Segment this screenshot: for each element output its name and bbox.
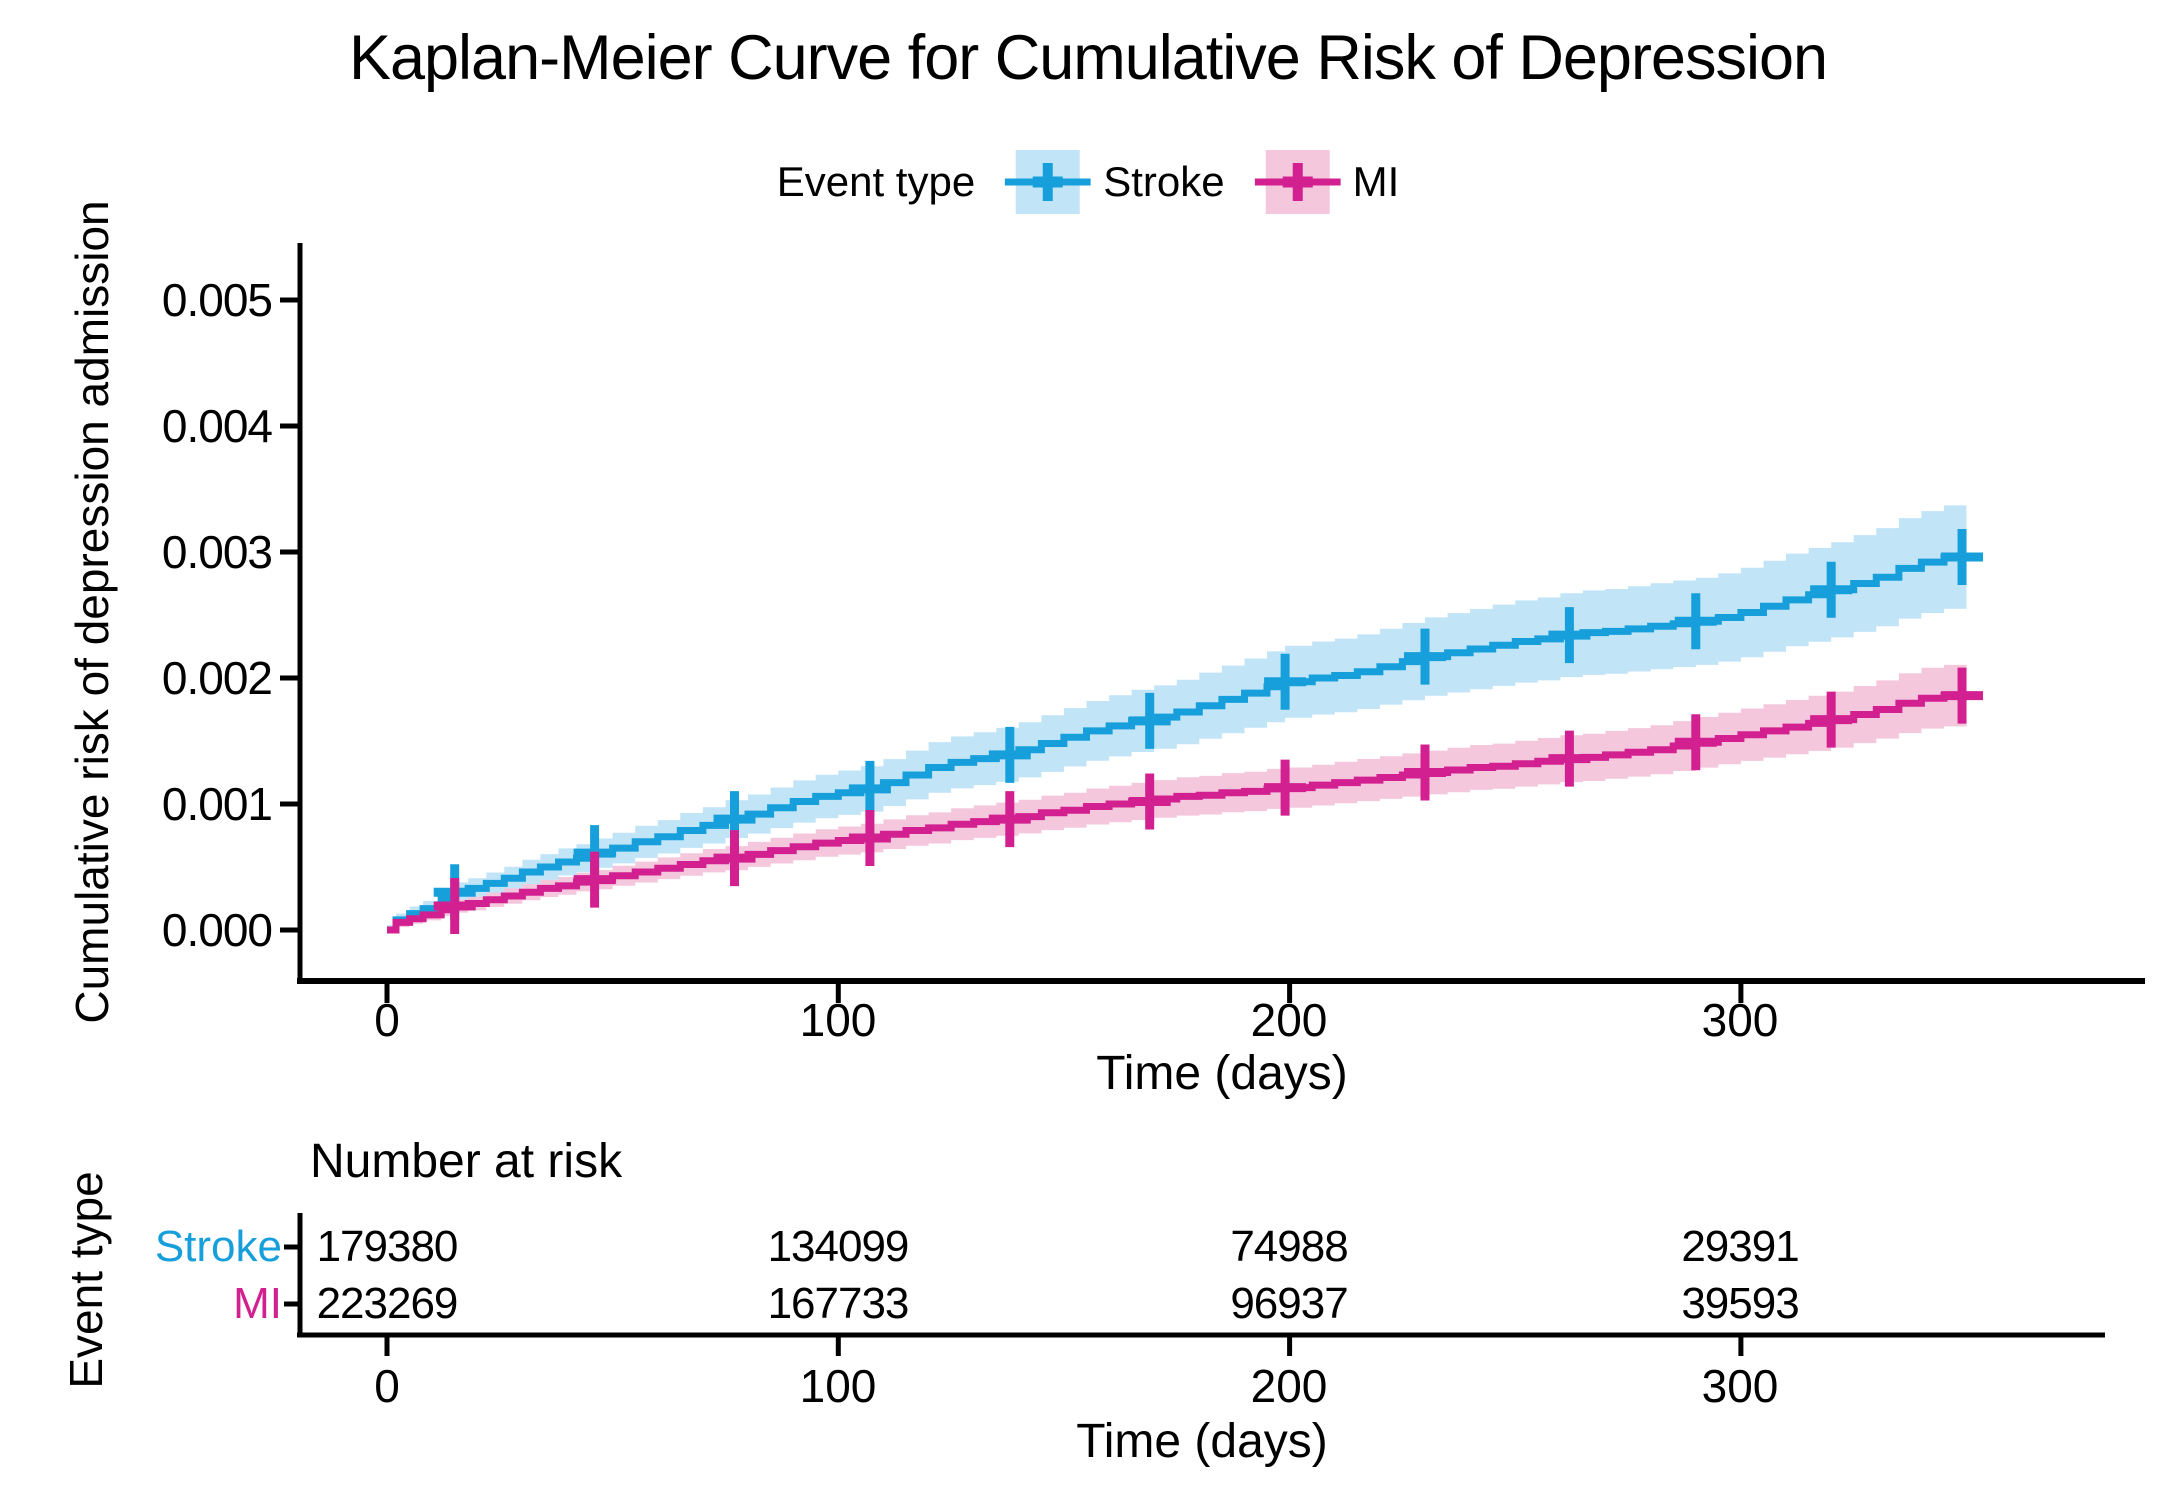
risk-count: 39593 bbox=[1681, 1279, 1799, 1328]
x-axis-title: Time (days) bbox=[1096, 1047, 1348, 1100]
risk-count: 167733 bbox=[767, 1279, 910, 1328]
risk-count: 74988 bbox=[1230, 1222, 1348, 1271]
mi-key-icon bbox=[1254, 150, 1341, 214]
risk-table-title: Number at risk bbox=[310, 1135, 623, 1188]
legend-label-mi: MI bbox=[1352, 158, 1400, 205]
risk-count: 29391 bbox=[1681, 1222, 1799, 1271]
y-tick-label: 0.004 bbox=[161, 400, 273, 452]
legend-item-stroke: Stroke bbox=[1005, 150, 1225, 214]
risk-row-label-mi: MI bbox=[233, 1279, 282, 1328]
x-tick-label: 200 bbox=[1250, 994, 1328, 1046]
legend-item-mi: MI bbox=[1254, 150, 1400, 214]
legend-title: Event type bbox=[776, 158, 976, 205]
risk-row-label-stroke: Stroke bbox=[154, 1222, 282, 1271]
risk-count: 179380 bbox=[316, 1222, 459, 1271]
risk-count: 134099 bbox=[767, 1222, 910, 1271]
legend: Event type Stroke MI bbox=[776, 150, 1400, 214]
risk-x-axis-title: Time (days) bbox=[1076, 1415, 1328, 1468]
risk-count: 96937 bbox=[1230, 1279, 1348, 1328]
legend-label-stroke: Stroke bbox=[1103, 158, 1225, 205]
x-tick-label: 0 bbox=[374, 994, 400, 1046]
risk-x-tick-label: 100 bbox=[799, 1360, 877, 1412]
y-tick-label: 0.001 bbox=[161, 778, 273, 830]
risk-x-tick-label: 0 bbox=[374, 1360, 400, 1412]
y-tick-label: 0.000 bbox=[161, 904, 273, 956]
x-tick-label: 100 bbox=[799, 994, 877, 1046]
y-tick-label: 0.002 bbox=[161, 652, 273, 704]
risk-x-tick-label: 200 bbox=[1250, 1360, 1328, 1412]
x-tick-label: 300 bbox=[1701, 994, 1779, 1046]
stroke-key-icon bbox=[1005, 150, 1092, 214]
risk-count: 223269 bbox=[316, 1279, 459, 1328]
y-tick-label: 0.003 bbox=[161, 526, 273, 578]
y-tick-label: 0.005 bbox=[161, 274, 273, 326]
chart-title: Kaplan-Meier Curve for Cumulative Risk o… bbox=[348, 23, 1828, 93]
risk-x-tick-label: 300 bbox=[1701, 1360, 1779, 1412]
